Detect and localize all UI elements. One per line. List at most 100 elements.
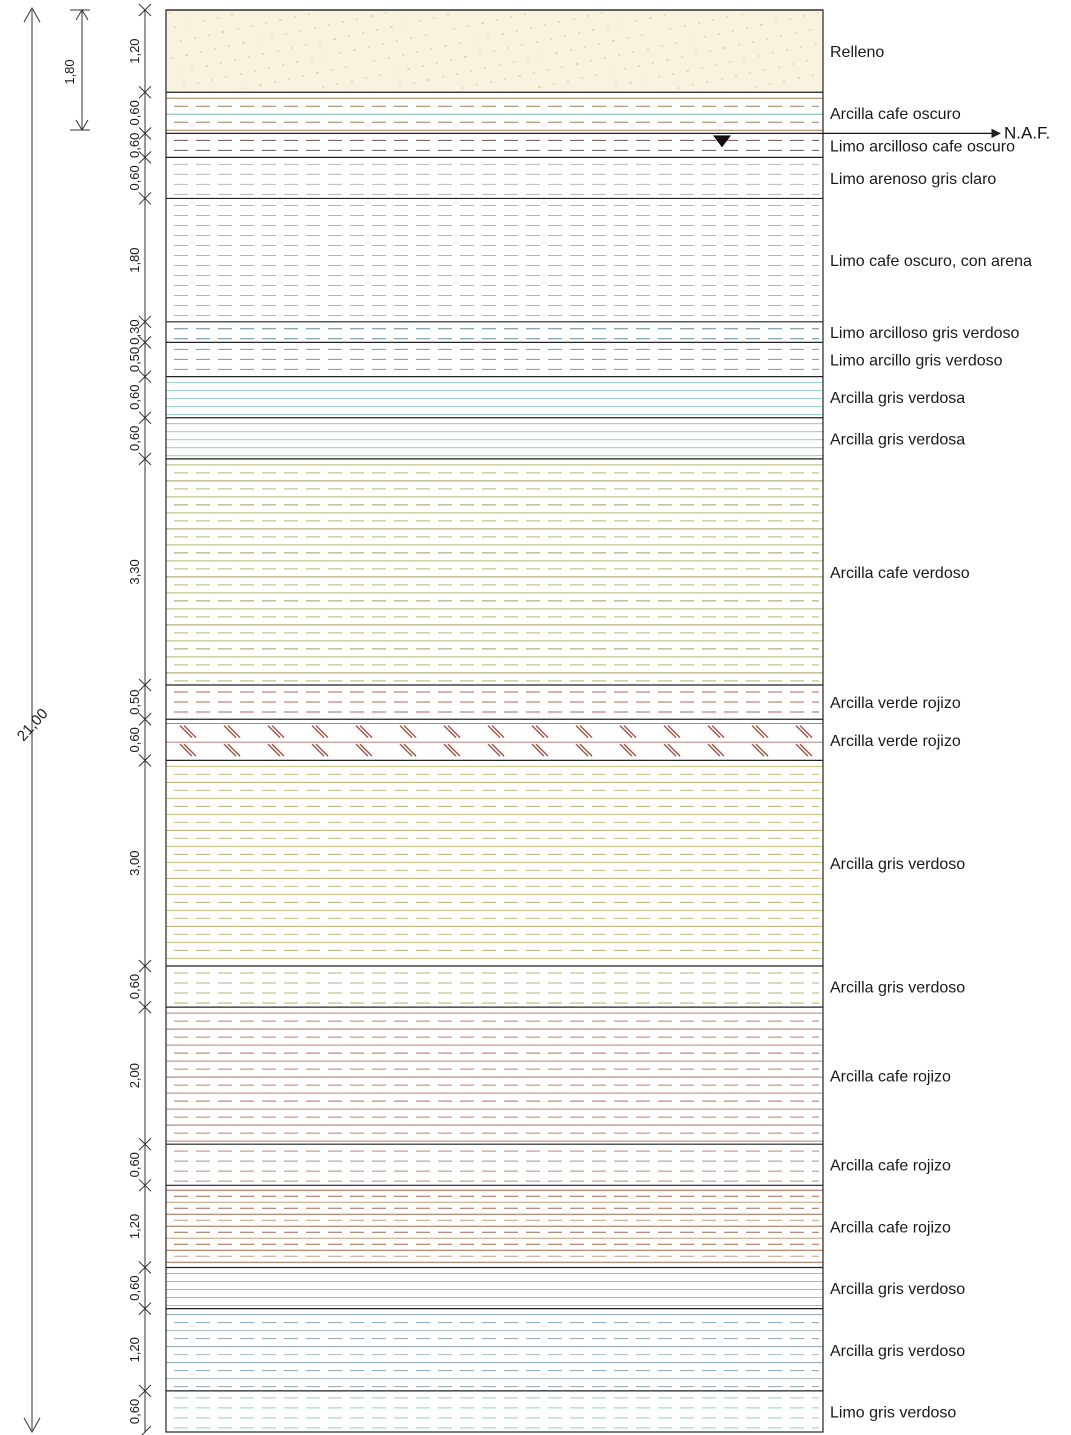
- layer-name-label: Arcilla cafe rojizo: [830, 1069, 951, 1086]
- fill-dot: [800, 46, 802, 48]
- hatch-mark: [271, 743, 285, 757]
- fill-dot: [504, 78, 506, 80]
- hatch-mark: [531, 725, 545, 739]
- total-depth-top-arrow: [23, 6, 41, 23]
- layer-thickness-label: 1,80: [127, 247, 142, 272]
- soil-layer: [166, 91, 823, 134]
- hatch-mark: [535, 743, 549, 757]
- fill-dot: [322, 86, 324, 88]
- fill-dot: [797, 77, 799, 79]
- fill-dimension-label: 1,80: [62, 59, 77, 84]
- layer-background: [166, 719, 823, 761]
- fill-dot: [672, 73, 674, 75]
- layer-background: [166, 965, 823, 1008]
- fill-dot: [228, 45, 230, 47]
- fill-dot: [698, 22, 700, 24]
- fill-dimension-bottom-arrow: [75, 119, 89, 131]
- fill-dot: [476, 84, 478, 86]
- fill-dot: [664, 14, 666, 16]
- fill-dot: [254, 70, 256, 72]
- hatch-mark: [667, 725, 681, 739]
- dimension-tick: [138, 1261, 152, 1274]
- fill-dot: [749, 72, 751, 74]
- fill-dot: [328, 24, 330, 26]
- fill-dot: [390, 26, 392, 28]
- fill-dot: [592, 29, 594, 31]
- fill-dot: [615, 85, 617, 87]
- layer-name-label: Limo arcilloso cafe oscuro: [830, 138, 1015, 155]
- fill-dot: [501, 33, 503, 35]
- fill-dot: [413, 82, 415, 84]
- fill-dot: [183, 85, 185, 87]
- fill-dot: [433, 17, 435, 19]
- fill-dot: [741, 13, 743, 15]
- fill-dot: [541, 55, 543, 57]
- fill-dot: [279, 19, 281, 21]
- dimension-tick: [138, 1000, 152, 1014]
- hatch-mark: [403, 725, 417, 739]
- layer-thickness-label: 0,60: [127, 100, 142, 125]
- fill-dimension: 1,80: [62, 9, 90, 131]
- hatch-mark: [267, 743, 281, 757]
- fill-dot: [200, 51, 202, 53]
- fill-dot: [555, 52, 557, 54]
- fill-dot: [661, 45, 663, 47]
- soil-layer: [166, 156, 823, 199]
- fill-dot: [348, 35, 350, 37]
- fill-dot: [353, 49, 355, 51]
- fill-dot: [712, 19, 714, 21]
- hatch-mark: [491, 725, 505, 739]
- hatch-mark: [663, 725, 677, 739]
- fill-dot: [231, 14, 233, 16]
- hatch-mark: [531, 743, 545, 757]
- layer-thickness-label: 0,60: [127, 133, 142, 158]
- hatch-mark: [443, 725, 457, 739]
- fill-dot: [351, 80, 353, 82]
- fill-dot: [490, 81, 492, 83]
- fill-dot: [194, 37, 196, 39]
- fill-dot: [180, 40, 182, 42]
- fill-dot: [536, 41, 538, 43]
- fill-dot: [373, 60, 375, 62]
- fill-dot: [652, 62, 654, 64]
- hatch-mark: [663, 743, 677, 757]
- fill-dot: [259, 84, 261, 86]
- hatch-mark: [623, 725, 637, 739]
- fill-dot: [419, 20, 421, 22]
- fill-dot: [624, 68, 626, 70]
- fill-dot: [775, 21, 777, 23]
- fill-dot: [311, 58, 313, 60]
- fill-dot: [245, 87, 247, 89]
- fill-dot: [806, 60, 808, 62]
- hatch-mark: [575, 725, 589, 739]
- borehole-column-outline: [165, 9, 824, 1433]
- fill-dot: [692, 84, 694, 86]
- hatch-mark: [711, 743, 725, 757]
- fill-dot: [305, 44, 307, 46]
- fill-dot: [171, 57, 173, 59]
- fill-dot: [416, 51, 418, 53]
- soil-layer: [166, 321, 823, 343]
- fill-dot: [185, 54, 187, 56]
- fill-dot: [251, 25, 253, 27]
- fill-dot: [769, 83, 771, 85]
- layer-thickness-label: 3,00: [127, 851, 142, 876]
- layer-thickness-label: 3,30: [127, 559, 142, 584]
- hatch-mark: [183, 743, 197, 757]
- dimension-tick: [138, 370, 152, 383]
- soil-layer: [166, 197, 823, 322]
- dimension-tick: [138, 678, 152, 692]
- fill-dot: [342, 21, 344, 23]
- fill-dot: [288, 78, 290, 80]
- hatch-mark: [399, 725, 413, 739]
- hatch-mark: [575, 743, 589, 757]
- hatch-mark: [183, 725, 197, 739]
- fill-dot: [518, 75, 520, 77]
- fill-dot: [584, 46, 586, 48]
- hatch-mark: [447, 743, 461, 757]
- layer-name-label: Limo arcilloso gris verdoso: [830, 325, 1020, 342]
- fill-dot: [507, 47, 509, 49]
- fill-dot: [792, 63, 794, 65]
- fill-dot: [550, 38, 552, 40]
- fill-dot: [666, 59, 668, 61]
